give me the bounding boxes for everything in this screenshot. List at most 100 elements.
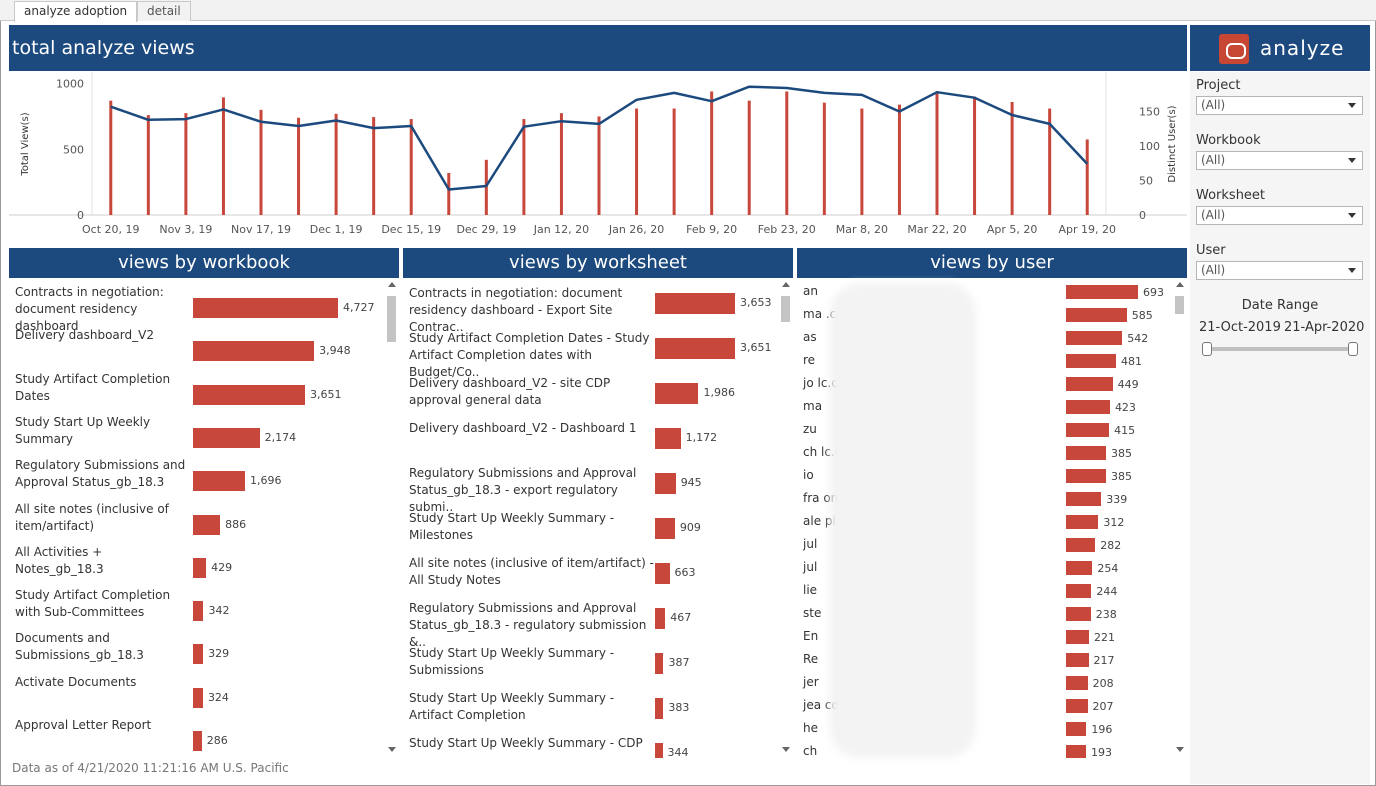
user-row-bar[interactable] — [1066, 584, 1092, 598]
worksheet-row[interactable]: All site notes (inclusive of item/artifa… — [403, 555, 778, 600]
user-row-bar[interactable] — [1066, 699, 1088, 713]
user-row[interactable]: jer 208 — [797, 672, 1172, 695]
user-row[interactable]: ste 238 — [797, 603, 1172, 626]
worksheet-row-bar[interactable] — [655, 608, 666, 629]
user-row[interactable]: zu 415 — [797, 419, 1172, 442]
scroll-down-icon[interactable] — [782, 747, 790, 752]
workbook-row-bar[interactable] — [193, 601, 204, 622]
workbook-row[interactable]: All Activities + Notes_gb_18.3 429 — [9, 544, 384, 589]
tab-detail[interactable]: detail — [137, 1, 191, 21]
scroll-up-icon[interactable] — [388, 282, 396, 287]
workbook-row-bar[interactable] — [193, 644, 204, 665]
workbook-row-bar[interactable] — [193, 341, 315, 362]
worksheet-row-bar[interactable] — [655, 518, 675, 539]
date-range-start-handle[interactable] — [1202, 342, 1212, 356]
user-row[interactable]: io 385 — [797, 465, 1172, 488]
user-row[interactable]: as 542 — [797, 327, 1172, 350]
worksheet-row-bar[interactable] — [655, 698, 664, 719]
user-row-bar[interactable] — [1066, 538, 1096, 552]
worksheet-row-bar[interactable] — [655, 653, 664, 674]
user-row-bar[interactable] — [1066, 745, 1087, 758]
user-row-bar[interactable] — [1066, 354, 1116, 368]
worksheet-row[interactable]: Study Start Up Weekly Summary - Submissi… — [403, 645, 778, 690]
workbook-row-bar[interactable] — [193, 471, 246, 492]
date-range-slider[interactable] — [1202, 342, 1358, 356]
user-row-bar[interactable] — [1066, 400, 1110, 414]
date-range-end-handle[interactable] — [1348, 342, 1358, 356]
worksheet-row[interactable]: Study Artifact Completion Dates - Study … — [403, 330, 778, 379]
workbook-filter-select[interactable]: (All) — [1196, 151, 1363, 170]
user-row[interactable]: ma 423 — [797, 396, 1172, 419]
workbook-row[interactable]: Delivery dashboard_V2 3,948 — [9, 327, 384, 372]
worksheet-row[interactable]: Contracts in negotiation: document resid… — [403, 285, 778, 334]
user-row-bar[interactable] — [1066, 492, 1102, 506]
user-row-bar[interactable] — [1066, 676, 1088, 690]
workbook-row[interactable]: Study Artifact Completion Dates 3,651 — [9, 371, 384, 416]
user-filter-select[interactable]: (All) — [1196, 261, 1363, 280]
user-row-bar[interactable] — [1066, 331, 1123, 345]
user-row[interactable]: fra om 339 — [797, 488, 1172, 511]
user-row[interactable]: ch 193 — [797, 741, 1172, 758]
scroll-thumb[interactable] — [387, 296, 396, 342]
scroll-up-icon[interactable] — [1176, 282, 1184, 287]
worksheet-row-bar[interactable] — [655, 563, 670, 584]
workbook-row[interactable]: Regulatory Submissions and Approval Stat… — [9, 457, 384, 502]
user-row-bar[interactable] — [1066, 722, 1087, 736]
user-row-bar[interactable] — [1066, 377, 1113, 391]
worksheet-row-bar[interactable] — [655, 338, 735, 359]
user-row-bar[interactable] — [1066, 561, 1093, 575]
worksheet-row[interactable]: Study Start Up Weekly Summary - Mileston… — [403, 510, 778, 555]
user-row-bar[interactable] — [1066, 285, 1138, 299]
user-row-bar[interactable] — [1066, 630, 1089, 644]
workbook-row[interactable]: All site notes (inclusive of item/artifa… — [9, 501, 384, 546]
workbook-row-bar[interactable] — [193, 557, 207, 578]
worksheet-row[interactable]: Regulatory Submissions and Approval Stat… — [403, 600, 778, 649]
workbook-row[interactable]: Approval Letter Report 286 — [9, 717, 384, 758]
worksheet-row[interactable]: Study Start Up Weekly Summary - Artifact… — [403, 690, 778, 735]
scroll-thumb[interactable] — [781, 296, 790, 322]
user-row[interactable]: En 221 — [797, 626, 1172, 649]
scroll-down-icon[interactable] — [1176, 747, 1184, 752]
user-row-bar[interactable] — [1066, 446, 1106, 460]
user-row[interactable]: Re 217 — [797, 649, 1172, 672]
workbook-row[interactable]: Contracts in negotiation: document resid… — [9, 284, 384, 333]
scroll-down-icon[interactable] — [388, 747, 396, 752]
workbook-row[interactable]: Documents and Submissions_gb_18.3 329 — [9, 630, 384, 675]
workbook-row-bar[interactable] — [193, 427, 260, 448]
workbook-row-bar[interactable] — [193, 298, 338, 318]
workbook-scrollbar[interactable] — [385, 278, 398, 758]
tab-analyze-adoption[interactable]: analyze adoption — [14, 1, 138, 22]
workbook-row[interactable]: Activate Documents 324 — [9, 674, 384, 719]
project-filter-select[interactable]: (All) — [1196, 96, 1363, 115]
worksheet-row-bar[interactable] — [655, 743, 663, 758]
worksheet-row-bar[interactable] — [655, 383, 699, 404]
user-row[interactable]: he 196 — [797, 718, 1172, 741]
worksheet-row[interactable]: Regulatory Submissions and Approval Stat… — [403, 465, 778, 514]
user-row[interactable]: jul 254 — [797, 557, 1172, 580]
worksheet-row-bar[interactable] — [655, 293, 735, 314]
user-row[interactable]: lie 244 — [797, 580, 1172, 603]
scroll-up-icon[interactable] — [782, 282, 790, 287]
user-row-bar[interactable] — [1066, 469, 1106, 483]
scroll-thumb[interactable] — [1175, 296, 1184, 314]
workbook-row-bar[interactable] — [193, 687, 203, 708]
worksheet-filter-select[interactable]: (All) — [1196, 206, 1363, 225]
worksheet-row-bar[interactable] — [655, 428, 681, 449]
workbook-row-bar[interactable] — [193, 731, 202, 751]
workbook-row[interactable]: Study Artifact Completion with Sub-Commi… — [9, 587, 384, 632]
worksheet-row[interactable]: Delivery dashboard_V2 - Dashboard 1 1,172 — [403, 420, 778, 465]
user-row[interactable]: jul 282 — [797, 534, 1172, 557]
user-row-bar[interactable] — [1066, 653, 1089, 667]
workbook-row[interactable]: Study Start Up Weekly Summary 2,174 — [9, 414, 384, 459]
worksheet-row[interactable]: Delivery dashboard_V2 - site CDP approva… — [403, 375, 778, 420]
worksheet-row-bar[interactable] — [655, 473, 676, 494]
workbook-row-bar[interactable] — [193, 384, 305, 405]
worksheet-scrollbar[interactable] — [779, 278, 792, 758]
worksheet-row[interactable]: Study Start Up Weekly Summary - CDP 344 — [403, 735, 778, 758]
user-row-bar[interactable] — [1066, 423, 1110, 437]
user-row-bar[interactable] — [1066, 308, 1127, 322]
workbook-row-bar[interactable] — [193, 514, 221, 535]
user-row-bar[interactable] — [1066, 607, 1091, 621]
user-row[interactable]: re 481 — [797, 350, 1172, 373]
user-row[interactable]: an 693 — [797, 281, 1172, 304]
